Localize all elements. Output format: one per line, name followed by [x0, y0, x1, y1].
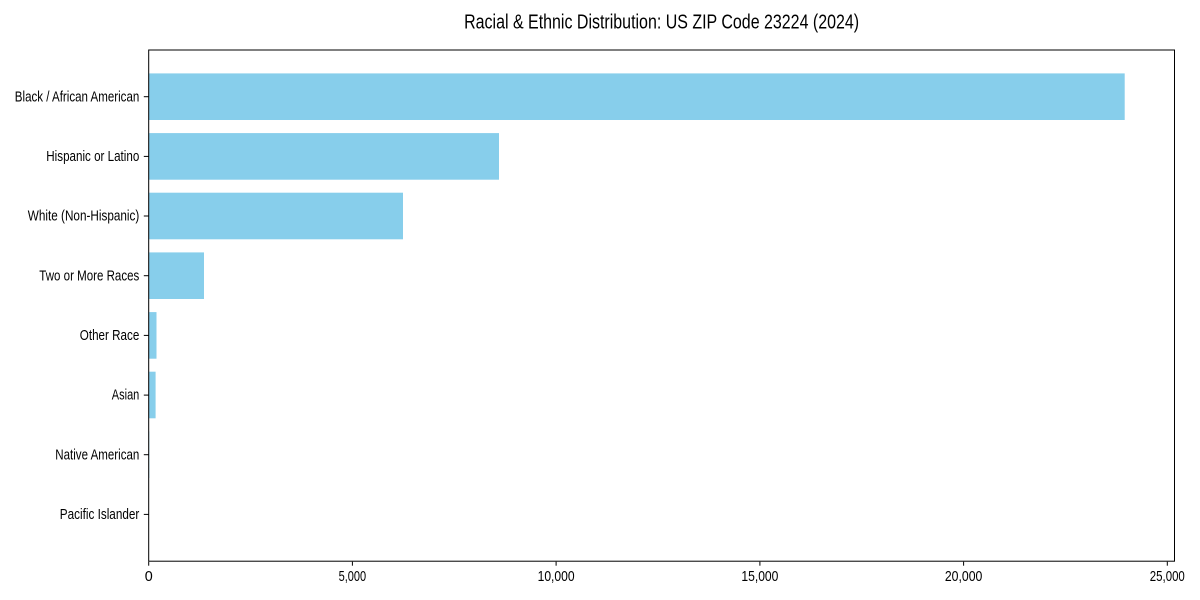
svg-text:Racial & Ethnic Distribution:: Racial & Ethnic Distribution: US ZIP Cod…: [464, 11, 859, 33]
svg-text:Other Race: Other Race: [80, 328, 140, 344]
svg-text:5,000: 5,000: [339, 569, 367, 585]
svg-text:25,000: 25,000: [1150, 569, 1185, 585]
svg-text:Asian: Asian: [112, 388, 140, 404]
svg-text:Black / African American: Black / African American: [15, 89, 140, 105]
svg-text:Pacific Islander: Pacific Islander: [60, 507, 140, 523]
svg-text:15,000: 15,000: [741, 569, 778, 585]
svg-text:Hispanic or Latino: Hispanic or Latino: [46, 149, 139, 165]
svg-text:0: 0: [145, 569, 153, 585]
svg-text:Two or More Races: Two or More Races: [39, 268, 139, 284]
svg-text:Native American: Native American: [55, 447, 139, 463]
svg-text:White (Non-Hispanic): White (Non-Hispanic): [28, 209, 140, 225]
svg-text:10,000: 10,000: [538, 569, 575, 585]
svg-text:20,000: 20,000: [945, 569, 983, 585]
